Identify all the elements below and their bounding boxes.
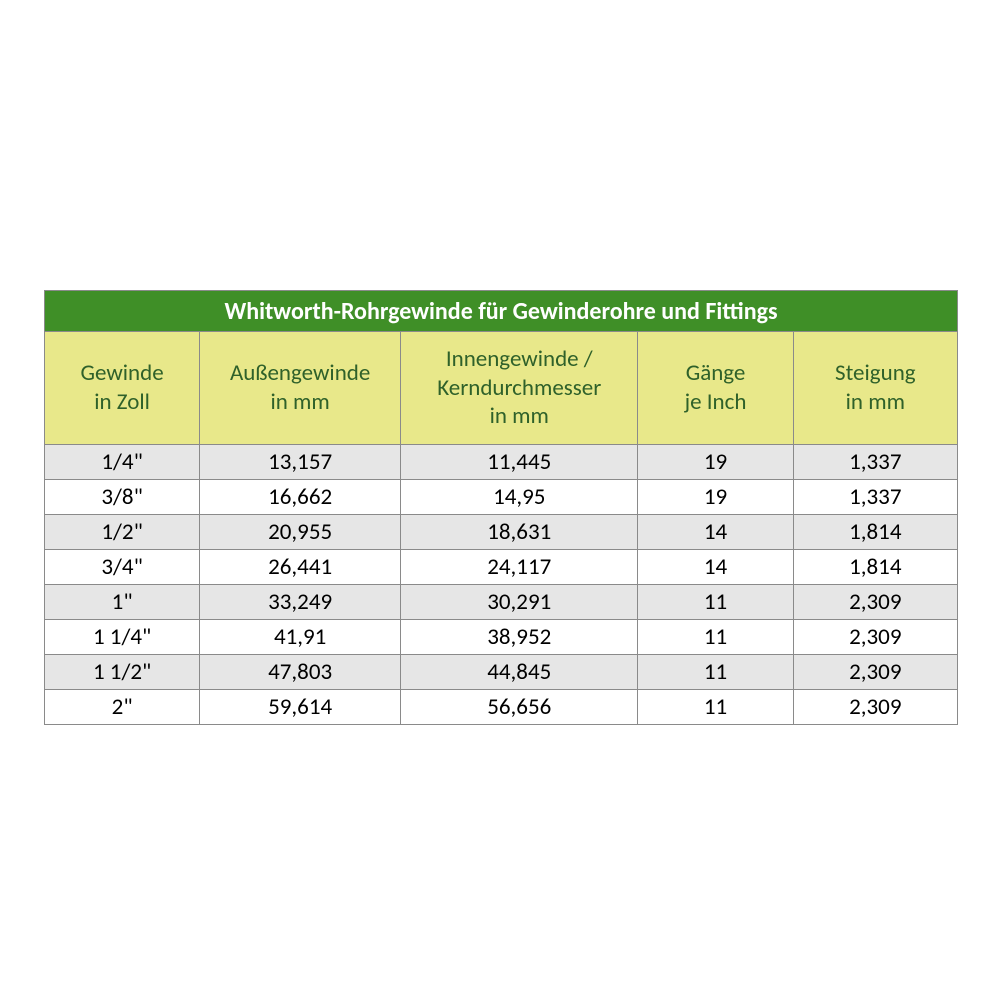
cell: 13,157 [200, 445, 401, 480]
cell: 2,309 [793, 690, 957, 725]
col-header-text: Gewinde [81, 359, 164, 387]
cell: 1" [45, 585, 200, 620]
cell: 1 1/4" [45, 620, 200, 655]
cell: 1,337 [793, 445, 957, 480]
cell: 3/4" [45, 550, 200, 585]
cell: 47,803 [200, 655, 401, 690]
col-header-steigung: Steigung in mm [793, 332, 957, 445]
table-body: 1/4" 13,157 11,445 19 1,337 3/8" 16,662 … [45, 445, 958, 725]
cell: 41,91 [200, 620, 401, 655]
cell: 2" [45, 690, 200, 725]
col-header-text: Steigung [835, 359, 916, 387]
col-header-text: Außengewinde [230, 359, 370, 387]
cell: 19 [638, 445, 793, 480]
cell: 1 1/2" [45, 655, 200, 690]
table-title: Whitworth-Rohrgewinde für Gewinderohre u… [45, 291, 958, 332]
cell: 2,309 [793, 655, 957, 690]
table-row: 2" 59,614 56,656 11 2,309 [45, 690, 958, 725]
cell: 11 [638, 585, 793, 620]
cell: 1/4" [45, 445, 200, 480]
col-header-text: je Inch [685, 388, 747, 416]
col-header-innengewinde: Innengewinde / Kerndurchmesser in mm [401, 332, 638, 445]
table-row: 1 1/4" 41,91 38,952 11 2,309 [45, 620, 958, 655]
table-row: 1" 33,249 30,291 11 2,309 [45, 585, 958, 620]
col-header-gewinde: Gewinde in Zoll [45, 332, 200, 445]
col-header-gaenge: Gänge je Inch [638, 332, 793, 445]
col-header-text: in Zoll [94, 388, 150, 416]
cell: 14 [638, 550, 793, 585]
table-row: 1/4" 13,157 11,445 19 1,337 [45, 445, 958, 480]
col-header-text: in mm [270, 388, 329, 416]
col-header-aussengewinde: Außengewinde in mm [200, 332, 401, 445]
cell: 30,291 [401, 585, 638, 620]
cell: 59,614 [200, 690, 401, 725]
cell: 11 [638, 655, 793, 690]
cell: 14,95 [401, 480, 638, 515]
table-row: 1 1/2" 47,803 44,845 11 2,309 [45, 655, 958, 690]
cell: 11,445 [401, 445, 638, 480]
table-row: 3/4" 26,441 24,117 14 1,814 [45, 550, 958, 585]
whitworth-table: Whitworth-Rohrgewinde für Gewinderohre u… [44, 290, 958, 725]
cell: 1/2" [45, 515, 200, 550]
cell: 26,441 [200, 550, 401, 585]
col-header-text: Kerndurchmesser [437, 374, 601, 402]
table-row: 3/8" 16,662 14,95 19 1,337 [45, 480, 958, 515]
cell: 1,814 [793, 515, 957, 550]
cell: 11 [638, 690, 793, 725]
col-header-text: in mm [490, 402, 549, 430]
cell: 11 [638, 620, 793, 655]
col-header-text: Innengewinde / [446, 345, 593, 373]
col-header-text: in mm [846, 388, 905, 416]
cell: 44,845 [401, 655, 638, 690]
cell: 24,117 [401, 550, 638, 585]
cell: 1,814 [793, 550, 957, 585]
cell: 1,337 [793, 480, 957, 515]
col-header-text: Gänge [686, 359, 746, 387]
cell: 38,952 [401, 620, 638, 655]
cell: 18,631 [401, 515, 638, 550]
cell: 14 [638, 515, 793, 550]
cell: 2,309 [793, 620, 957, 655]
table-container: Whitworth-Rohrgewinde für Gewinderohre u… [44, 290, 958, 725]
cell: 2,309 [793, 585, 957, 620]
cell: 20,955 [200, 515, 401, 550]
cell: 56,656 [401, 690, 638, 725]
cell: 3/8" [45, 480, 200, 515]
cell: 16,662 [200, 480, 401, 515]
table-row: 1/2" 20,955 18,631 14 1,814 [45, 515, 958, 550]
cell: 19 [638, 480, 793, 515]
cell: 33,249 [200, 585, 401, 620]
